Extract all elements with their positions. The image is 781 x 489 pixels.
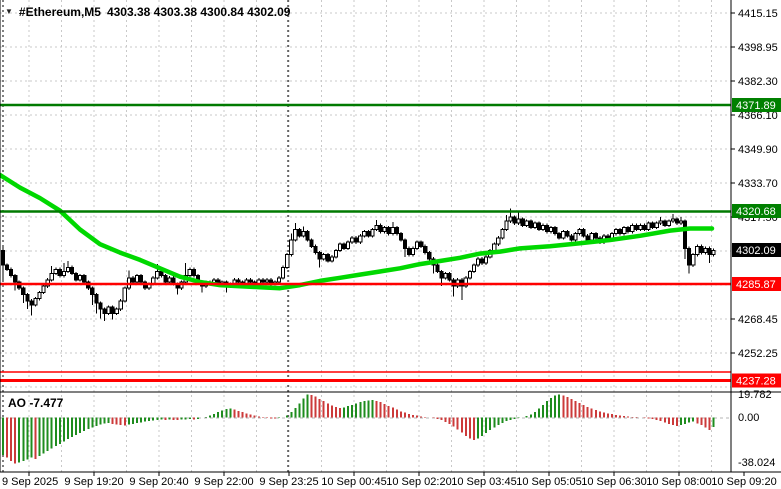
price-tick-label: 4349.90 [738,144,778,156]
price-tick-label: 4415.15 [738,8,778,20]
time-tick-label: 10 Sep 08:00 [646,476,711,488]
ao-histogram [2,394,715,464]
ao-scale-label: -38.024 [738,457,775,469]
price-badge-label: 4237.28 [736,376,776,388]
price-badge-label: 4320.68 [736,206,776,218]
time-tick-label: 10 Sep 03:45 [451,476,516,488]
price-tick-label: 4366.10 [738,110,778,122]
price-badge [732,277,781,291]
time-tick-label: 9 Sep 20:40 [129,476,188,488]
ohlc-values: 4303.38 4303.38 4300.84 4302.09 [106,5,291,19]
ao-scale: 19.782 0.00 -38.024 [738,389,775,469]
price-badge [732,204,781,218]
symbol-dropdown-icon[interactable]: ▼ [5,7,13,16]
level-lines [0,103,731,382]
time-tick-label: 9 Sep 22:00 [194,476,253,488]
pane-borders [0,0,781,473]
price-tick-label: 4252.25 [738,348,778,360]
price-axis[interactable]: 4415.15 4398.95 4382.30 4366.10 4349.90 4333.… [731,8,781,388]
time-tick-label: 10 Sep 00:45 [321,476,386,488]
symbol-period-label: #Ethereum,M5 [18,5,101,19]
time-tick-label: 10 Sep 05:05 [516,476,581,488]
time-tick-label: 10 Sep 02:20 [386,476,451,488]
price-badge-label: 4371.89 [736,100,776,112]
time-tick-label: 10 Sep 09:20 [711,476,776,488]
price-badge [732,373,781,388]
price-tick-label: 4398.95 [738,42,778,54]
ao-scale-label: 19.782 [738,389,772,401]
time-tick-label: 9 Sep 19:20 [64,476,123,488]
time-tick-label: 10 Sep 06:30 [581,476,646,488]
price-tick-label: 4382.30 [738,76,778,88]
chart-title: ▼ #Ethereum,M5 4303.38 4303.38 4300.84 4… [5,5,290,19]
candles-layer [0,208,716,321]
ao-scale-label: 0.00 [738,412,759,424]
price-badge [732,243,781,257]
indicator-label: AO -7.477 [8,396,64,410]
price-tick-label: 4268.45 [738,314,778,326]
time-tick-label: 9 Sep 2025 [2,476,58,488]
price-badge-label: 4285.87 [736,279,776,291]
price-badge-label: 4302.09 [736,245,776,257]
time-tick-label: 9 Sep 23:25 [259,476,318,488]
moving-average-line[interactable] [0,172,715,291]
price-badge [732,98,781,112]
time-axis[interactable]: 9 Sep 2025 9 Sep 19:20 9 Sep 20:40 9 Sep 22… [2,472,777,488]
price-tick-label: 4333.70 [738,178,778,190]
